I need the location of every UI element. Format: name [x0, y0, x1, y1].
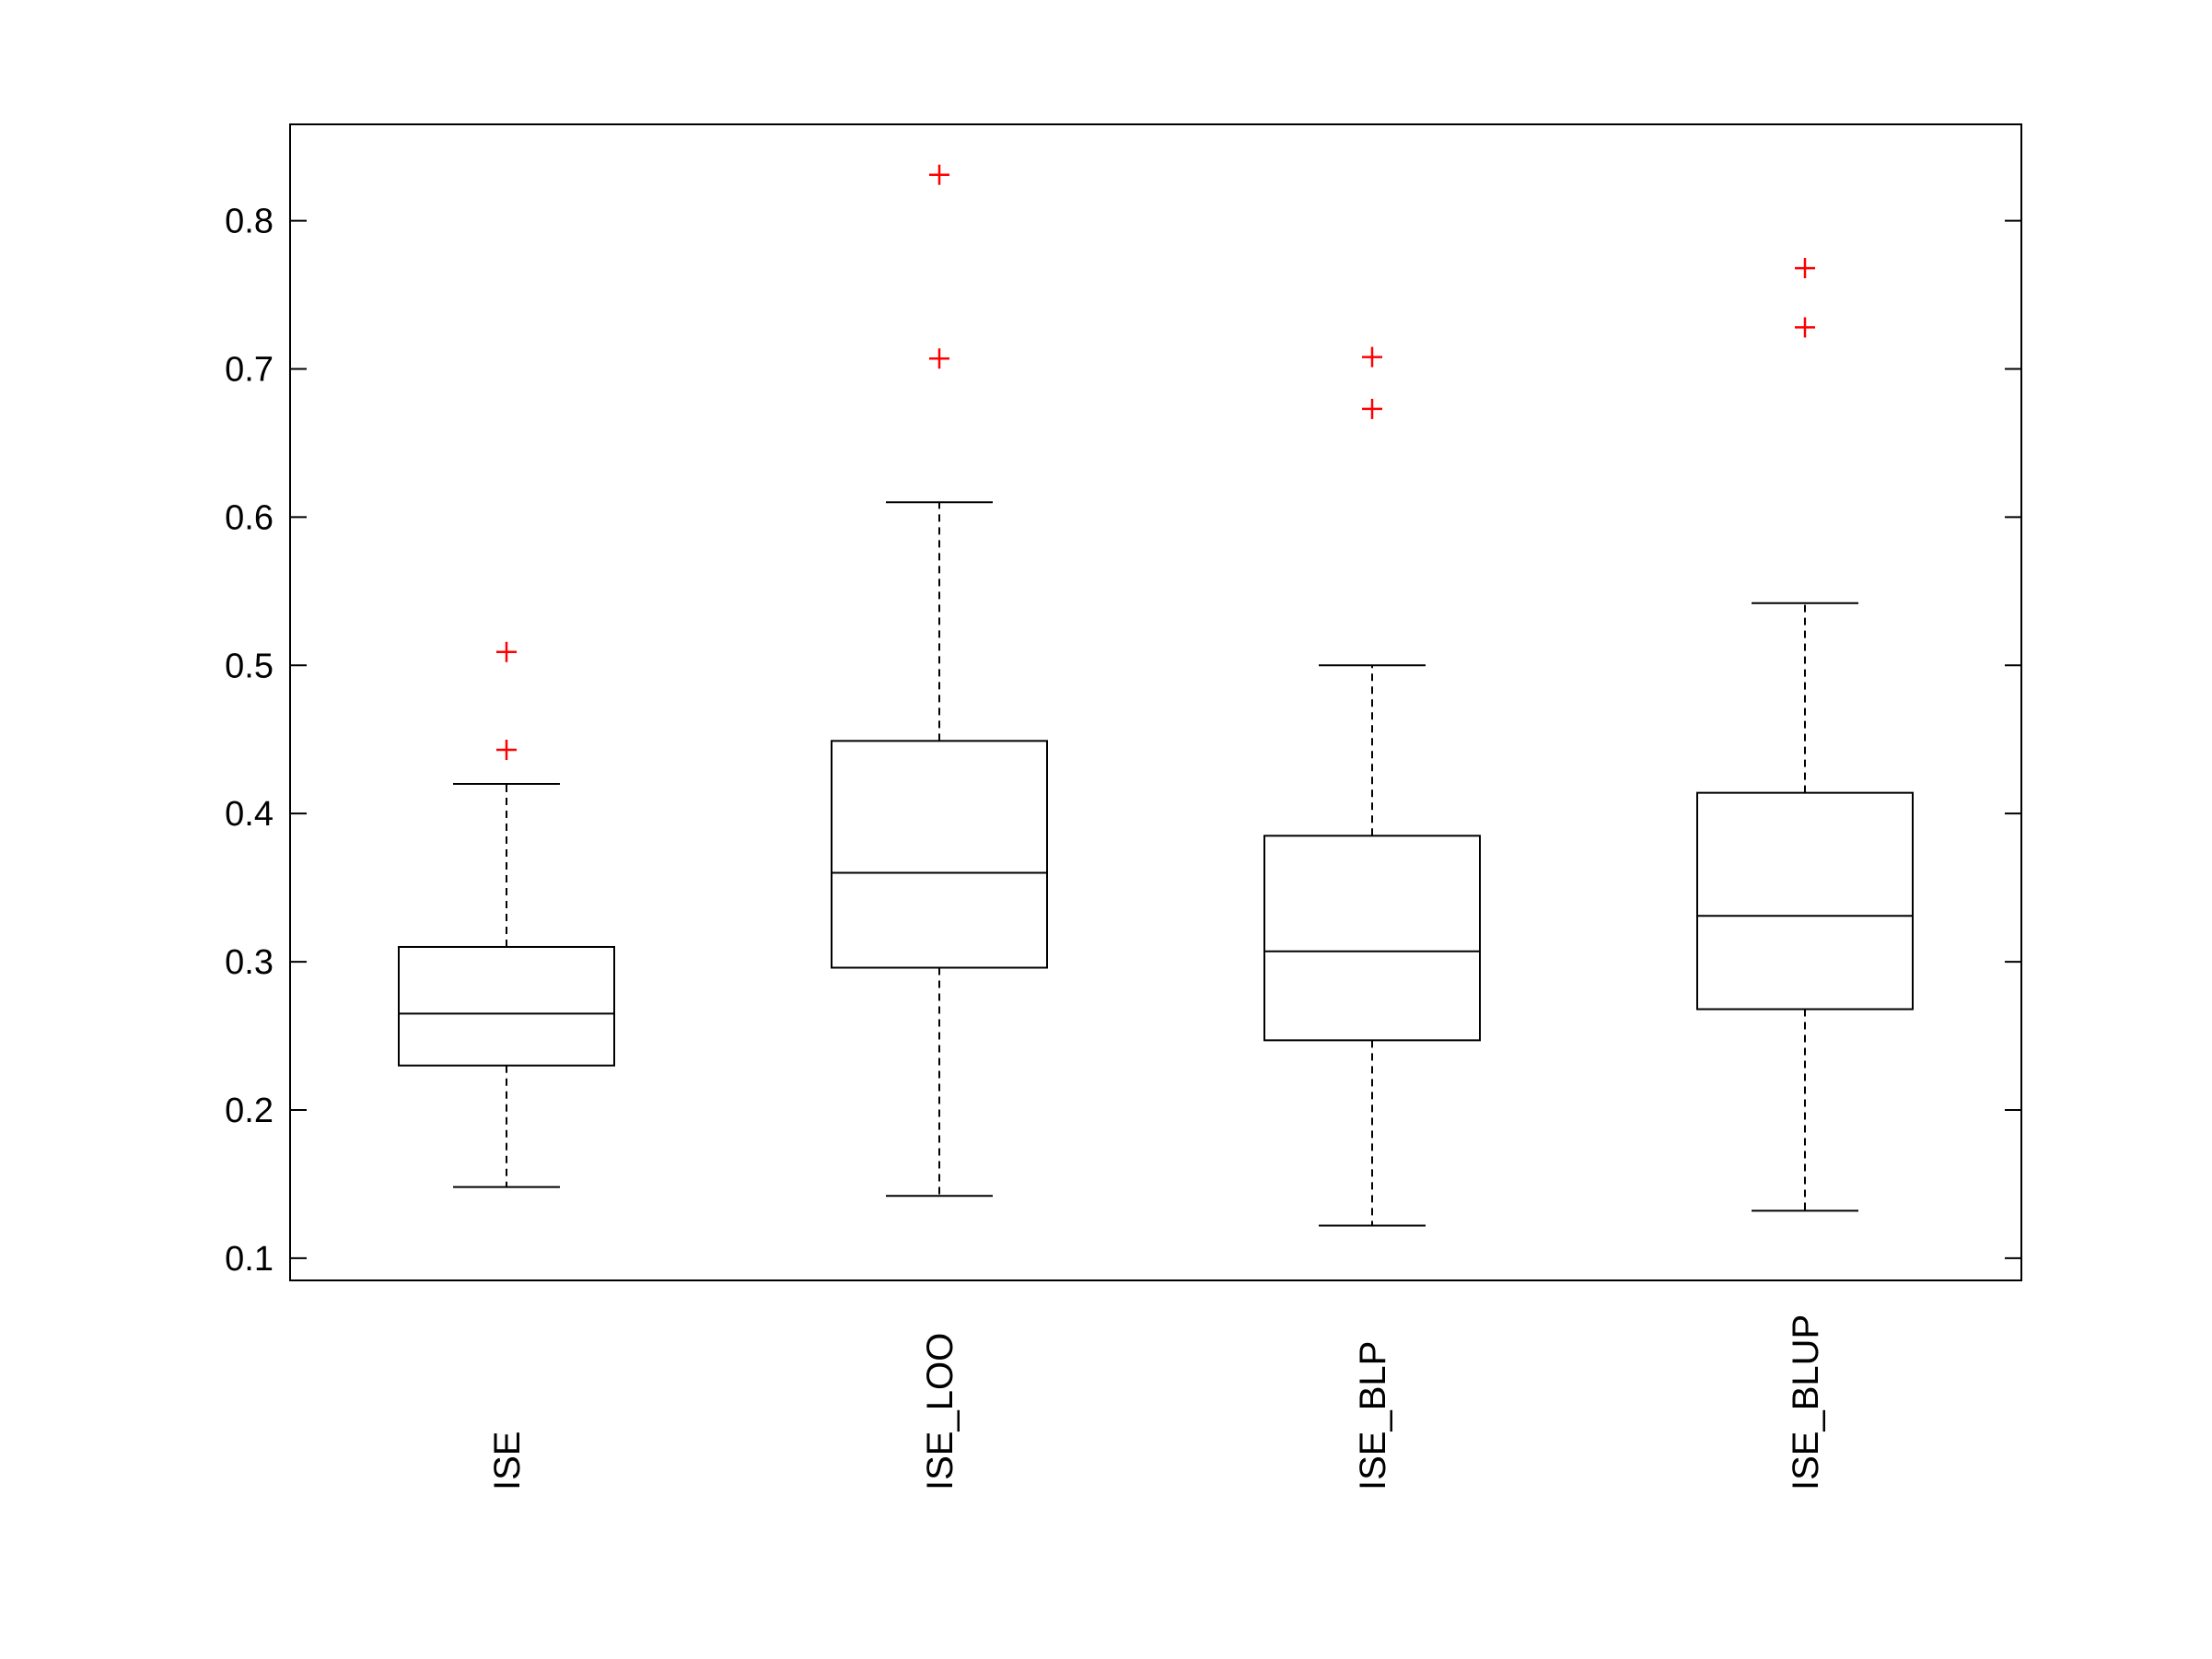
y-axis: 0.1 0.2 0.3 0.4 0.5 0.6 0.7 0.8: [225, 203, 2021, 1279]
outlier-marker: [1362, 398, 1382, 419]
outlier-marker: [1795, 258, 1815, 279]
outlier-marker: [496, 641, 517, 662]
y-tick-label: 0.1: [225, 1240, 274, 1279]
outlier-marker: [1362, 346, 1382, 368]
x-axis: ISE ISE_LOO ISE_BLP ISE_BLUP: [487, 1314, 1826, 1490]
iqr-box: [831, 740, 1048, 969]
outlier-marker: [1795, 317, 1815, 338]
iqr-box: [1696, 791, 1914, 1011]
y-tick-label: 0.3: [225, 943, 274, 982]
y-tick-label: 0.6: [225, 498, 274, 537]
y-tick-label: 0.5: [225, 647, 274, 685]
outlier-marker: [929, 348, 949, 369]
y-tick-label: 0.7: [225, 350, 274, 389]
plot-area-frame: [289, 123, 2022, 1281]
x-category-label: ISE_LOO: [920, 1333, 960, 1490]
y-tick-label: 0.2: [225, 1092, 274, 1130]
box-group: [1696, 258, 1914, 1212]
iqr-box: [1263, 835, 1481, 1042]
x-category-label: ISE: [487, 1431, 528, 1490]
outlier-marker: [929, 164, 949, 185]
y-tick-label: 0.8: [225, 203, 274, 241]
box-group: [831, 164, 1048, 1198]
y-tick-label: 0.4: [225, 795, 274, 834]
boxes-layer: [398, 164, 1914, 1227]
x-category-label: ISE_BLUP: [1786, 1314, 1826, 1490]
iqr-box: [398, 945, 615, 1067]
outlier-marker: [496, 739, 517, 760]
x-category-label: ISE_BLP: [1353, 1341, 1393, 1490]
box-group: [398, 641, 615, 1188]
box-group: [1263, 346, 1481, 1227]
